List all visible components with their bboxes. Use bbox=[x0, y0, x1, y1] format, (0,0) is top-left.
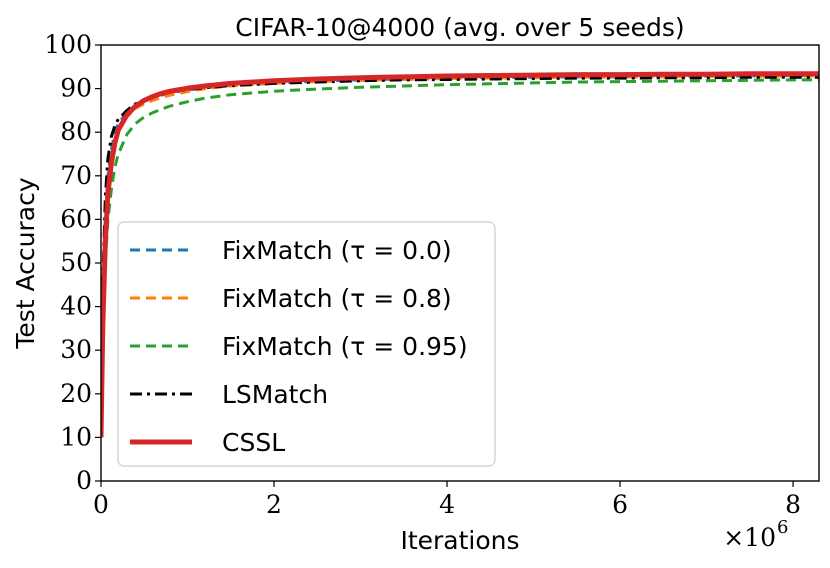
legend-entries: FixMatch (τ = 0.0) FixMatch (τ = 0.8) FixM… bbox=[130, 236, 468, 457]
y-tick-label: 30 bbox=[60, 335, 92, 364]
x-multiplier-base: ×10 bbox=[723, 523, 776, 552]
x-axis-label: Iterations bbox=[400, 526, 519, 555]
x-tick-label: 8 bbox=[785, 490, 801, 519]
legend: FixMatch (τ = 0.0) FixMatch (τ = 0.8) FixM… bbox=[117, 221, 496, 467]
y-axis-label: Test Accuracy bbox=[11, 177, 40, 350]
plot-area: 0 10 20 30 40 50 60 70 80 90 100 0 2 4 6 8 bbox=[44, 30, 820, 519]
y-tick-label: 90 bbox=[60, 74, 92, 103]
x-multiplier: ×10 6 bbox=[723, 517, 788, 552]
y-tick-label: 20 bbox=[60, 379, 92, 408]
y-tick-label: 10 bbox=[60, 422, 92, 451]
y-tick-label: 60 bbox=[60, 204, 92, 233]
x-tick-label: 0 bbox=[93, 490, 109, 519]
x-multiplier-exponent: 6 bbox=[777, 517, 788, 538]
y-tick-label: 50 bbox=[60, 248, 92, 277]
y-tick-label: 100 bbox=[44, 30, 92, 59]
x-tick-label: 2 bbox=[266, 490, 282, 519]
x-tick-label: 6 bbox=[612, 490, 628, 519]
y-tick-label: 40 bbox=[60, 292, 92, 321]
x-axis: 0 2 4 6 8 bbox=[93, 481, 801, 519]
chart-title: CIFAR-10@4000 (avg. over 5 seeds) bbox=[235, 13, 684, 42]
y-tick-label: 0 bbox=[76, 466, 92, 495]
y-tick-label: 80 bbox=[60, 117, 92, 146]
y-axis: 0 10 20 30 40 50 60 70 80 90 100 bbox=[44, 30, 101, 495]
x-tick-label: 4 bbox=[439, 490, 455, 519]
series-line-2 bbox=[101, 78, 819, 438]
legend-label-3: LSMatch bbox=[222, 380, 328, 409]
legend-label-0: FixMatch (τ = 0.0) bbox=[222, 236, 452, 265]
legend-label-2: FixMatch (τ = 0.95) bbox=[222, 332, 468, 361]
y-tick-label: 70 bbox=[60, 161, 92, 190]
legend-frame bbox=[117, 221, 496, 467]
series-line-4 bbox=[101, 71, 819, 438]
legend-label-4: CSSL bbox=[222, 428, 285, 457]
series-group bbox=[101, 71, 819, 438]
legend-label-1: FixMatch (τ = 0.8) bbox=[222, 284, 452, 313]
